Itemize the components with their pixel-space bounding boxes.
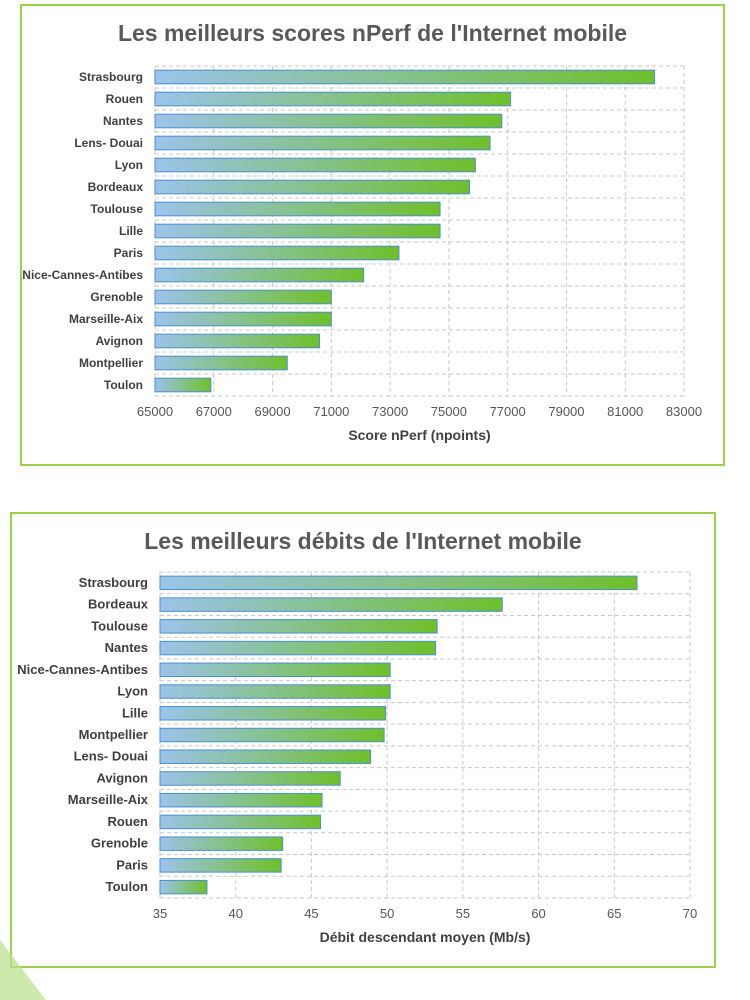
speed-chart: Strasbourg Bordeaux Toulouse Nantes Nice-Can… bbox=[17, 571, 697, 945]
category-label: Bordeaux bbox=[88, 597, 149, 612]
category-label: Lens- Douai bbox=[74, 136, 143, 150]
category-label: Paris bbox=[114, 246, 144, 260]
x-axis-label: Débit descendant moyen (Mb/s) bbox=[320, 929, 531, 945]
category-label: Lille bbox=[119, 224, 143, 238]
bar-grenoble bbox=[159, 836, 284, 851]
x-tick-label: 69000 bbox=[254, 404, 290, 419]
bar-grenoble bbox=[154, 289, 332, 305]
x-tick-label: 60 bbox=[531, 906, 545, 921]
bar-toulon bbox=[159, 879, 208, 895]
category-label: Grenoble bbox=[90, 290, 143, 304]
bar-paris bbox=[154, 245, 400, 261]
category-label: Marseille-Aix bbox=[68, 792, 149, 807]
category-label: Strasbourg bbox=[79, 70, 143, 84]
x-tick-label: 45 bbox=[304, 906, 318, 921]
score-chart-panel: Les meilleurs scores nPerf de l'Internet… bbox=[20, 4, 725, 466]
category-label: Montpellier bbox=[79, 356, 143, 370]
category-label: Toulon bbox=[104, 378, 143, 392]
speed-chart-panel: Les meilleurs débits de l'Internet mobil… bbox=[10, 512, 716, 968]
x-tick-label: 81000 bbox=[607, 404, 643, 419]
x-tick-label: 65000 bbox=[137, 404, 173, 419]
x-tick-label: 67000 bbox=[196, 404, 232, 419]
bar-lens-douai bbox=[159, 749, 371, 764]
category-label: Lyon bbox=[115, 158, 143, 172]
category-label: Lyon bbox=[117, 684, 148, 699]
bar-rouen bbox=[159, 814, 322, 830]
bar-lens-douai bbox=[154, 135, 491, 151]
x-tick-label: 73000 bbox=[372, 404, 408, 419]
bar-toulouse bbox=[159, 619, 438, 634]
x-tick-label: 83000 bbox=[666, 404, 702, 419]
category-label: Bordeaux bbox=[88, 180, 144, 194]
x-tick-label: 77000 bbox=[490, 404, 526, 419]
category-label: Nantes bbox=[103, 114, 143, 128]
bar-toulouse bbox=[154, 201, 441, 217]
bar-montpellier bbox=[154, 355, 288, 371]
bar-marseille-aix bbox=[159, 792, 323, 808]
bar-nantes bbox=[154, 113, 503, 129]
category-label: Rouen bbox=[106, 92, 143, 106]
category-label: Rouen bbox=[108, 814, 149, 829]
x-tick-label: 50 bbox=[380, 906, 394, 921]
category-label: Lille bbox=[122, 705, 148, 720]
category-label: Toulouse bbox=[91, 202, 144, 216]
x-tick-label: 70 bbox=[683, 906, 697, 921]
bar-toulon bbox=[154, 377, 212, 393]
x-tick-label: 65 bbox=[607, 906, 621, 921]
bar-strasbourg bbox=[159, 575, 638, 591]
bar-strasbourg bbox=[154, 69, 656, 85]
bar-bordeaux bbox=[159, 597, 503, 612]
category-label: Nantes bbox=[105, 640, 148, 655]
score-chart-title: Les meilleurs scores nPerf de l'Internet… bbox=[117, 20, 628, 46]
bar-avignon bbox=[154, 333, 321, 349]
bar-lyon bbox=[154, 157, 476, 173]
score-chart: Strasbourg Rouen Nantes Lens- Douai Lyon Bord… bbox=[22, 65, 702, 443]
category-label: Avignon bbox=[96, 770, 148, 785]
bar-lyon bbox=[159, 684, 391, 699]
bar-nantes bbox=[159, 640, 437, 656]
category-label: Nice-Cannes-Antibes bbox=[17, 662, 148, 677]
speed-chart-title: Les meilleurs débits de l'Internet mobil… bbox=[144, 528, 582, 554]
bar-rouen bbox=[154, 91, 512, 107]
bar-avignon bbox=[159, 771, 341, 786]
x-tick-label: 35 bbox=[153, 906, 167, 921]
category-label: Montpellier bbox=[79, 727, 148, 742]
corner-decoration bbox=[0, 940, 46, 1000]
bar-montpellier bbox=[159, 727, 385, 743]
bar-lille bbox=[159, 706, 387, 721]
category-label: Avignon bbox=[95, 334, 143, 348]
x-tick-label: 40 bbox=[228, 906, 242, 921]
x-tick-label: 71000 bbox=[313, 404, 349, 419]
category-label: Paris bbox=[116, 857, 148, 872]
bar-marseille-aix bbox=[154, 311, 332, 327]
bar-nice-cannes-antibes bbox=[154, 267, 365, 283]
bar-nice-cannes-antibes bbox=[159, 662, 391, 678]
category-label: Grenoble bbox=[91, 836, 148, 851]
x-axis-label: Score nPerf (npoints) bbox=[348, 427, 490, 443]
category-label: Nice-Cannes-Antibes bbox=[22, 268, 143, 282]
category-label: Marseille-Aix bbox=[69, 312, 143, 326]
category-label: Strasbourg bbox=[79, 575, 148, 590]
bar-lille bbox=[154, 223, 441, 239]
bar-paris bbox=[159, 858, 282, 873]
x-tick-label: 55 bbox=[456, 906, 470, 921]
x-tick-label: 75000 bbox=[431, 404, 467, 419]
category-label: Toulon bbox=[106, 879, 148, 894]
bar-bordeaux bbox=[154, 179, 470, 195]
category-label: Lens- Douai bbox=[74, 749, 148, 764]
x-tick-label: 79000 bbox=[548, 404, 584, 419]
category-label: Toulouse bbox=[91, 618, 148, 633]
